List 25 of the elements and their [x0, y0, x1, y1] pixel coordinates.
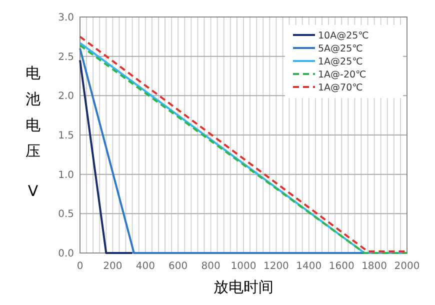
legend-label: 5A@25℃: [318, 44, 364, 54]
y-tick-label: 1.5: [58, 130, 74, 142]
x-tick-label: 1200: [263, 261, 289, 272]
legend-label: 1A@70℃: [318, 82, 364, 94]
text: 电池电压 V: [26, 64, 40, 200]
x-tick-label: 1000: [230, 261, 256, 272]
x-tick-label: 1600: [328, 261, 354, 272]
x-tick-label: 600: [168, 261, 188, 272]
legend-label: 10A@25℃: [318, 30, 370, 42]
y-tick-label: 1.0: [58, 170, 74, 181]
x-tick-label: 800: [201, 261, 220, 272]
x-tick-label: 0: [76, 261, 84, 272]
x-tick-label: 1800: [362, 261, 388, 272]
y-tick-label: 0.0: [58, 248, 74, 260]
legend-label: 1A@-20℃: [318, 70, 367, 80]
y-tick-label: 2.5: [58, 52, 74, 63]
x-tick-label: 200: [103, 261, 122, 272]
x-tick-label: 2000: [394, 261, 420, 272]
y-tick-label: 3.0: [58, 12, 74, 24]
y-tick-label: 0.5: [58, 209, 74, 220]
x-tick-label: 400: [136, 261, 155, 272]
x-axis-title: 放电时间: [214, 278, 274, 296]
legend-label: 1A@25℃: [318, 56, 364, 68]
y-tick-label: 2.0: [58, 91, 74, 102]
x-tick-label: 1400: [296, 261, 322, 272]
